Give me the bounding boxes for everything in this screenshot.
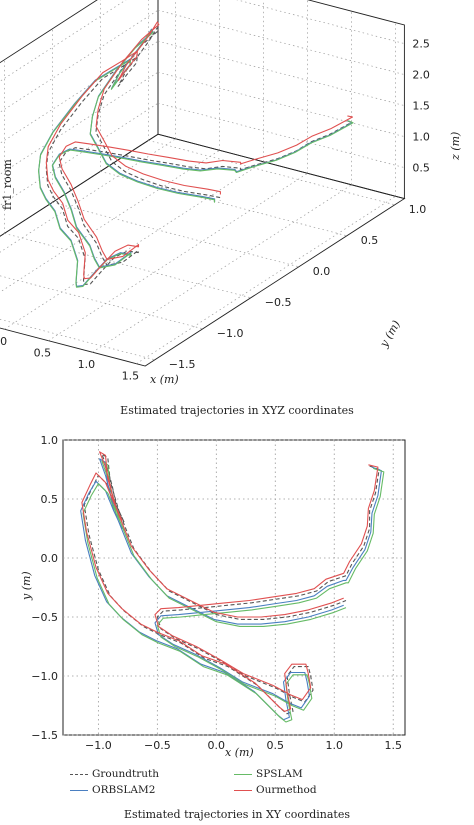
series-line-orbslam2: [80, 458, 382, 721]
legend-swatch-orbslam2: [70, 789, 88, 791]
legend-label-spslam: SPSLAM: [256, 768, 303, 780]
x-tick-label-3d: 0.5: [34, 347, 52, 360]
series-lines-2d: [80, 451, 385, 723]
grid-line-3d-x: [136, 196, 396, 364]
tick-labels-3d: −1.0−0.50.00.51.01.5−1.5−1.0−0.50.00.51.…: [0, 38, 430, 383]
y-axis-label-3d: y (m): [377, 318, 403, 350]
x-tick-label: 1.5: [384, 739, 402, 752]
y-tick-label: 1.0: [41, 434, 59, 447]
grid-line-3d-y: [0, 275, 203, 330]
y-tick-label: −1.5: [31, 729, 58, 742]
grid-line-3d-y: [0, 318, 155, 361]
y-tick-label-3d: −1.0: [217, 327, 244, 340]
grid-line-3d-z: [0, 0, 127, 82]
z-tick-label-3d: 1.5: [412, 100, 430, 113]
grid-line-3d-y: [100, 171, 347, 237]
y-tick-label-3d: 0.0: [313, 265, 331, 278]
x-tick-label-3d: 0.0: [0, 335, 7, 348]
legend-item-orbslam2: ORBSLAM2: [70, 784, 155, 796]
x-tick-label-3d: 1.0: [78, 358, 96, 371]
tick-labels-2d: −1.0 −0.5 0.0 0.5 1.0 1.5 1.0 0.5 0.0 −0.5 −1.0 −1.…: [31, 434, 402, 752]
z-tick-label-3d: 1.0: [412, 131, 430, 144]
series-line-spslam: [82, 460, 385, 723]
grid-line-3d-x: [4, 161, 264, 330]
z-axis-label-3d: z (m): [449, 132, 462, 161]
legend-swatch-ourmethod: [234, 789, 252, 791]
chart-3d-trajectories: −1.0−0.50.00.51.01.5−1.5−1.0−0.50.00.51.…: [0, 0, 462, 386]
x-tick-label: 0.5: [267, 739, 285, 752]
grid-line-3d-z: [0, 9, 159, 113]
grid-line-3d-z: [157, 9, 405, 75]
x-axis-label-2d: x (m): [225, 746, 254, 759]
z-tick-label-3d: 2.5: [412, 38, 430, 51]
grid-line-3d-z: [236, 0, 405, 44]
grid-line-3d-z: [157, 71, 405, 137]
plot-frame: [62, 439, 406, 736]
y-tick-label-3d: 0.5: [361, 234, 379, 247]
legend-item-spslam: SPSLAM: [234, 768, 303, 780]
chart-2d-trajectories: −1.0 −0.5 0.0 0.5 1.0 1.5 1.0 0.5 0.0 −0.5 −1.0 −1.…: [20, 434, 406, 759]
x-tick-label: −0.5: [144, 739, 171, 752]
grid-line-3d-z: [157, 40, 405, 106]
legend-item-groundtruth: Groundtruth: [70, 768, 159, 780]
y-axis-label-2d: y (m): [20, 571, 33, 601]
grid-lines-2d: [63, 439, 405, 736]
legend-swatch-groundtruth: [70, 773, 88, 775]
caption-xy: Estimated trajectories in XY coordinates: [124, 808, 350, 821]
series-line-3d-groundtruth: [45, 27, 352, 286]
grid-line-3d-x: [48, 173, 308, 341]
legend-label-ourmethod: Ourmethod: [256, 784, 317, 796]
legend: Groundtruth ORBSLAM2 SPSLAM Ourmethod: [70, 768, 410, 798]
x-tick-label-3d: 1.5: [122, 370, 140, 383]
grid-line-3d-y: [4, 233, 251, 299]
grid-line-3d-z: [0, 71, 159, 175]
y-tick-label: −1.0: [31, 670, 58, 683]
y-tick-label: −0.5: [31, 611, 58, 624]
pane-walls: [0, 0, 406, 367]
grid-line-3d-z: [157, 102, 405, 168]
x-tick-label: 0.0: [208, 739, 226, 752]
series-lines-3d: [38, 21, 354, 288]
pane-back: [157, 0, 405, 200]
grid-line-3d-y: [148, 140, 395, 206]
x-axis-label-3d: x (m): [150, 373, 179, 386]
grid-line-3d-x: [92, 184, 352, 353]
pane-floor: [0, 133, 406, 367]
series-line-3d-orbslam2: [38, 28, 353, 287]
y-tick-label: 0.5: [41, 493, 59, 506]
figure-side-label: fr1_room: [1, 159, 14, 210]
series-line-3d-ourmethod: [45, 21, 354, 280]
grid-line-3d-x: [0, 150, 220, 293]
series-line-ourmethod: [81, 451, 379, 712]
grid-lines-3d: [0, 0, 405, 364]
grid-line-3d-x: [0, 138, 176, 253]
legend-label-groundtruth: Groundtruth: [92, 768, 159, 780]
grid-line-3d-y: [52, 202, 299, 268]
y-tick-label-3d: 1.0: [409, 203, 427, 216]
y-tick-label-3d: −1.5: [169, 358, 196, 371]
y-tick-label-3d: −0.5: [265, 296, 292, 309]
series-line-3d-spslam: [38, 29, 354, 288]
pane-side: [0, 0, 159, 237]
grid-line-3d-z: [0, 102, 159, 206]
z-tick-label-3d: 0.5: [412, 162, 430, 175]
caption-xyz: Estimated trajectories in XYZ coordinate…: [120, 404, 354, 417]
z-tick-label-3d: 2.0: [412, 69, 430, 82]
legend-item-ourmethod: Ourmethod: [234, 784, 317, 796]
legend-swatch-spslam: [234, 773, 252, 775]
x-tick-label: −1.0: [85, 739, 112, 752]
x-tick-label: 1.0: [325, 739, 343, 752]
legend-label-orbslam2: ORBSLAM2: [92, 784, 156, 796]
y-tick-label: 0.0: [41, 552, 59, 565]
